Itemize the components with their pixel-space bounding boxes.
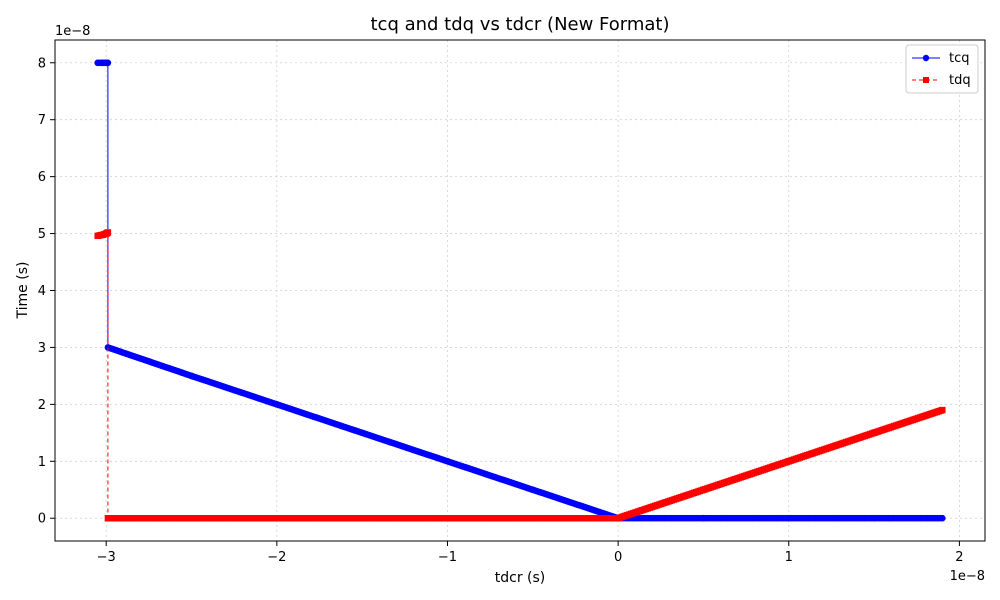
series-line-tdq — [97, 231, 943, 519]
legend: tcq tdq — [905, 44, 979, 94]
y-tick-label: 3 — [38, 341, 46, 356]
y-tick-label: 5 — [38, 227, 46, 242]
series-tdq — [94, 229, 946, 522]
data-point-tcq — [939, 514, 946, 522]
y-tick-label: 7 — [38, 113, 46, 128]
x-offset-label: 1e−8 — [950, 569, 985, 584]
legend-tdq-marker — [923, 77, 929, 83]
x-tick-label: −2 — [267, 550, 286, 565]
y-tick-label: 4 — [38, 284, 46, 299]
y-tick-label: 1 — [38, 455, 46, 470]
y-tick-label: 0 — [38, 512, 46, 527]
y-tick-label: 8 — [38, 56, 46, 71]
data-point-tdq — [104, 229, 112, 236]
data-point-tcq — [104, 59, 112, 67]
y-tick-label: 6 — [38, 170, 46, 185]
chart-title: tcq and tdq vs tdcr (New Format) — [370, 14, 669, 35]
legend-tcq-label: tcq — [949, 51, 970, 66]
data-point-tdq — [939, 406, 946, 414]
x-axis-label: tdcr (s) — [495, 570, 546, 586]
x-tick-label: 2 — [955, 550, 963, 565]
x-tick-label: 1 — [785, 550, 793, 565]
y-axis-label: Time (s) — [15, 262, 31, 320]
y-offset-label: 1e−8 — [55, 24, 90, 39]
y-tick-label: 2 — [38, 398, 46, 413]
series-tcq — [94, 59, 946, 522]
tick-layer: −3 −2 −1 0 1 2 0 1 2 3 4 5 6 7 8 — [38, 56, 964, 565]
legend-tcq-marker — [922, 54, 930, 62]
series-layer — [94, 59, 946, 522]
legend-tdq-label: tdq — [949, 73, 971, 88]
x-tick-label: −1 — [438, 550, 457, 565]
x-tick-label: −3 — [97, 550, 116, 565]
grid-layer — [55, 40, 985, 541]
x-tick-label: 0 — [614, 550, 622, 565]
